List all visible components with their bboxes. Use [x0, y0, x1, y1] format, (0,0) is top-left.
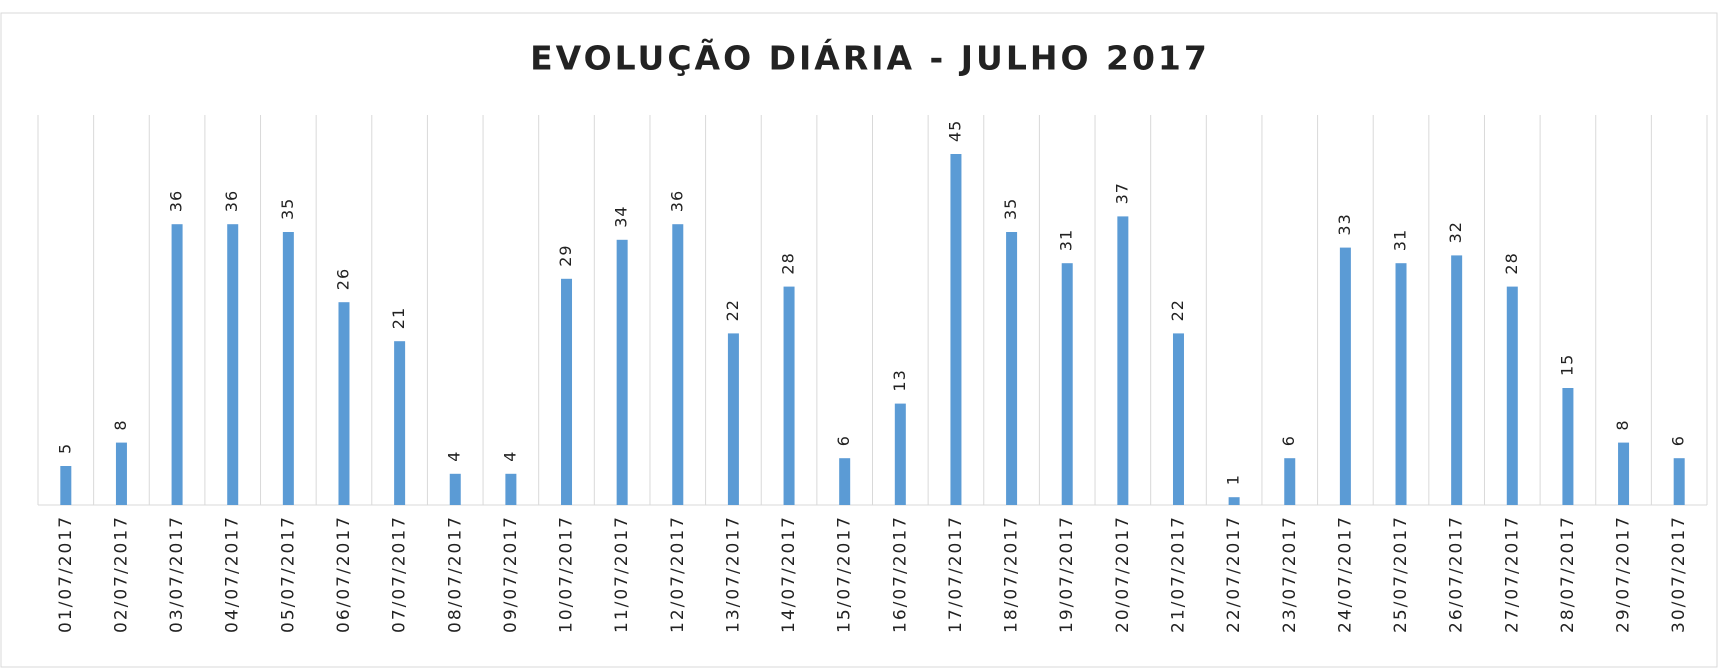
data-label: 31: [1057, 229, 1076, 251]
x-tick-label: 07/07/2017: [390, 515, 410, 633]
data-label: 6: [1669, 435, 1688, 446]
bar: [1339, 247, 1351, 505]
data-label: 21: [389, 307, 408, 329]
x-tick-label: 26/07/2017: [1447, 515, 1467, 633]
x-tick-label: 30/07/2017: [1669, 515, 1689, 633]
data-label: 36: [222, 190, 241, 212]
x-tick-label: 24/07/2017: [1335, 515, 1355, 633]
bar: [839, 458, 851, 505]
x-tick-label: 15/07/2017: [835, 515, 855, 633]
data-label: 6: [834, 435, 853, 446]
x-tick-label: 28/07/2017: [1558, 515, 1578, 633]
data-label: 5: [55, 443, 74, 454]
x-tick-label: 03/07/2017: [167, 515, 187, 633]
x-tick-label: 14/07/2017: [779, 515, 799, 633]
bar: [561, 278, 573, 505]
bar: [115, 442, 127, 505]
x-tick-label: 19/07/2017: [1057, 515, 1077, 633]
bar: [727, 333, 739, 505]
x-tick-label: 20/07/2017: [1113, 515, 1133, 633]
data-label: 22: [1168, 299, 1187, 321]
data-label: 8: [111, 419, 130, 430]
data-label: 28: [1502, 252, 1521, 274]
data-label: 1: [1224, 474, 1243, 485]
bar: [1117, 216, 1129, 505]
x-tick-label: 17/07/2017: [946, 515, 966, 633]
x-tick-label: 11/07/2017: [612, 515, 632, 633]
bar: [282, 232, 294, 505]
bar: [1228, 497, 1240, 505]
data-label: 29: [556, 244, 575, 266]
data-label: 28: [779, 252, 798, 274]
x-tick-label: 13/07/2017: [723, 515, 743, 633]
x-tick-label: 05/07/2017: [278, 515, 298, 633]
bar: [1562, 388, 1574, 505]
bar: [1618, 442, 1630, 505]
data-label: 22: [723, 299, 742, 321]
data-label: 26: [333, 268, 352, 290]
data-label: 8: [1613, 419, 1632, 430]
bar: [60, 466, 72, 505]
x-tick-label: 01/07/2017: [56, 515, 76, 633]
x-tick-label: 06/07/2017: [334, 515, 354, 633]
x-tick-label: 25/07/2017: [1391, 515, 1411, 633]
x-tick-label: 21/07/2017: [1168, 515, 1188, 633]
bar: [1506, 286, 1518, 505]
bar: [505, 473, 517, 505]
data-label: 34: [612, 205, 631, 227]
data-label: 33: [1335, 213, 1354, 235]
x-tick-label: 08/07/2017: [445, 515, 465, 633]
bar: [616, 239, 628, 506]
bar: [394, 341, 406, 505]
bar: [449, 473, 461, 505]
bar: [894, 403, 906, 505]
bar: [171, 224, 183, 505]
bar: [1172, 333, 1184, 505]
x-tick-label: 22/07/2017: [1224, 515, 1244, 633]
data-label: 4: [500, 451, 519, 462]
x-tick-label: 23/07/2017: [1280, 515, 1300, 633]
data-label: 36: [167, 190, 186, 212]
bar: [950, 154, 962, 505]
data-label: 15: [1557, 354, 1576, 376]
bar: [338, 302, 350, 505]
chart-title: EVOLUÇÃO DIÁRIA - JULHO 2017: [530, 38, 1210, 78]
bar: [227, 224, 239, 505]
data-label: 6: [1279, 435, 1298, 446]
bar: [1395, 263, 1407, 505]
x-tick-label: 16/07/2017: [890, 515, 910, 633]
data-label: 13: [890, 369, 909, 391]
x-tick-label: 18/07/2017: [1002, 515, 1022, 633]
bar: [1061, 263, 1073, 505]
bar: [1284, 458, 1296, 505]
x-tick-label: 04/07/2017: [223, 515, 243, 633]
x-tick-label: 27/07/2017: [1502, 515, 1522, 633]
bar: [1673, 458, 1685, 505]
bar: [1451, 255, 1463, 505]
x-tick-label: 29/07/2017: [1614, 515, 1634, 633]
data-label: 4: [445, 451, 464, 462]
x-tick-label: 12/07/2017: [668, 515, 688, 633]
data-label: 36: [667, 190, 686, 212]
bar: [1006, 232, 1018, 505]
x-tick-label: 10/07/2017: [557, 515, 577, 633]
data-label: 35: [278, 198, 297, 220]
data-label: 45: [945, 120, 964, 142]
data-label: 37: [1112, 182, 1131, 204]
x-tick-label: 09/07/2017: [501, 515, 521, 633]
bar: [672, 224, 684, 505]
data-label: 32: [1446, 221, 1465, 243]
x-tick-label: 02/07/2017: [111, 515, 131, 633]
bar: [783, 286, 795, 505]
data-label: 31: [1391, 229, 1410, 251]
data-label: 35: [1001, 198, 1020, 220]
